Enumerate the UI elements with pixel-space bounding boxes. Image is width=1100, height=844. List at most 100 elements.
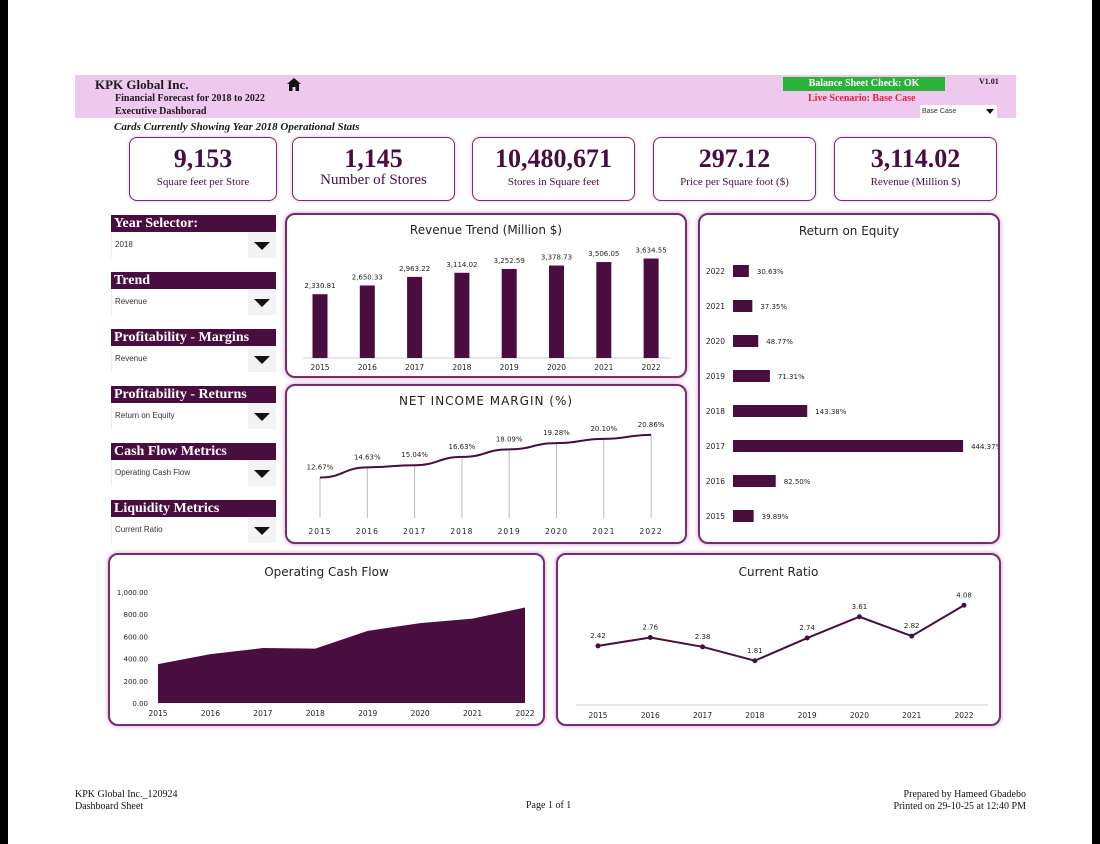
data-label: 3,252.59	[494, 257, 525, 265]
data-point	[856, 614, 862, 620]
returns-selector: Profitability - Returns Return on Equity	[111, 386, 276, 429]
x-tick-label: 2022	[640, 527, 663, 536]
bar	[733, 370, 770, 382]
cash-flow-dropdown[interactable]: Operating Cash Flow	[111, 460, 276, 486]
data-label: 143.38%	[815, 408, 846, 416]
data-label: 12.67%	[307, 464, 334, 472]
bar	[312, 294, 328, 358]
bar	[733, 475, 776, 487]
x-tick-label: 2016	[641, 711, 660, 720]
revenue-trend-chart: 2,330.81 2015 2,650.33 2016 2,963.22 2017 3,11…	[303, 247, 671, 372]
page-edge-left	[0, 0, 8, 844]
dropdown-value: Operating Cash Flow	[115, 468, 191, 477]
data-label: 14.63%	[354, 453, 381, 461]
dropdown-value: Revenue	[115, 297, 148, 306]
margins-selector: Profitability - Margins Revenue	[111, 329, 276, 372]
x-tick-label: 2015	[308, 527, 331, 536]
data-label: 2.42	[590, 632, 606, 640]
kpi-card-price-per-sqft: 297.12 Price per Square foot ($)	[653, 137, 816, 201]
y-tick-label: 200.00	[124, 678, 149, 686]
y-tick-label: 2015	[706, 512, 725, 521]
x-tick-label: 2015	[310, 363, 329, 372]
data-label: 48.77%	[766, 338, 793, 346]
chevron-down-icon[interactable]	[248, 289, 276, 315]
dropdown-value: 2018	[115, 240, 133, 249]
data-label: 18.09%	[496, 435, 523, 443]
operating-cash-flow-panel: Operating Cash Flow 1,000.00 800.00 600.00…	[108, 553, 545, 726]
return-on-equity-chart: 2022 30.63% 2021 37.35% 2020 48.77% 2019 71.31%…	[706, 265, 998, 522]
chevron-down-icon[interactable]	[248, 346, 276, 372]
y-tick-label: 0.00	[132, 700, 148, 708]
y-tick-label: 2019	[706, 372, 725, 381]
y-tick-label: 2021	[706, 302, 725, 311]
chart-title: NET INCOME MARGIN (%)	[398, 394, 574, 408]
dashboard-header: KPK Global Inc. Financial Forecast for 2…	[75, 75, 1016, 118]
selector-title: Cash Flow Metrics	[111, 443, 276, 460]
data-label: 3,114.02	[446, 261, 477, 269]
x-tick-label: 2018	[306, 709, 325, 718]
kpi-value: 3,114.02	[870, 144, 961, 173]
kpi-label: Price per Square foot ($)	[680, 176, 789, 188]
dropdown-value: Current Ratio	[115, 525, 163, 534]
bar	[407, 276, 423, 358]
scenario-select-value: Base Case	[922, 108, 957, 115]
liquidity-dropdown[interactable]: Current Ratio	[111, 517, 276, 543]
data-label: 16.63%	[449, 443, 476, 451]
x-tick-label: 2018	[745, 711, 764, 720]
y-tick-label: 2020	[706, 337, 725, 346]
chevron-down-icon[interactable]	[248, 403, 276, 429]
home-icon[interactable]	[287, 78, 301, 91]
y-tick-label: 800.00	[124, 611, 149, 619]
y-tick-label: 2016	[706, 477, 725, 486]
cards-note: Cards Currently Showing Year 2018 Operat…	[114, 121, 360, 133]
page-edge-right	[1092, 0, 1100, 844]
x-tick-label: 2016	[356, 527, 379, 536]
data-label: 2.38	[695, 633, 711, 641]
x-tick-label: 2021	[594, 363, 613, 372]
data-label: 2,650.33	[352, 273, 383, 281]
data-label: 2.76	[642, 624, 658, 632]
x-tick-label: 2021	[463, 709, 482, 718]
footer-page-number: Page 1 of 1	[526, 800, 572, 811]
revenue-trend-panel: Revenue Trend (Million $) 2,330.81 2015 2,…	[285, 213, 687, 378]
data-label: 2,963.22	[399, 265, 430, 273]
y-tick-label: 2022	[706, 267, 725, 276]
data-label: 4.08	[956, 591, 972, 599]
kpi-card-revenue: 3,114.02 Revenue (Million $)	[834, 137, 997, 201]
chevron-down-icon[interactable]	[248, 460, 276, 486]
x-tick-label: 2019	[798, 711, 817, 720]
data-label: 3,506.05	[588, 250, 619, 258]
margins-dropdown[interactable]: Revenue	[111, 346, 276, 372]
chevron-down-icon[interactable]	[248, 232, 276, 258]
bar	[733, 510, 754, 522]
x-tick-label: 2016	[201, 709, 220, 718]
bar	[549, 265, 564, 358]
dashboard-subtitle: Executive Dashborad	[115, 106, 207, 117]
year-dropdown[interactable]: 2018	[111, 232, 276, 258]
data-label: 1.81	[747, 647, 763, 655]
chart-title: Revenue Trend (Million $)	[409, 223, 563, 237]
data-label: 30.63%	[757, 268, 784, 276]
returns-dropdown[interactable]: Return on Equity	[111, 403, 276, 429]
scenario-select[interactable]: Base Case	[920, 105, 997, 118]
return-on-equity-panel: Return on Equity 2022 30.63% 2021 37.35% 202…	[698, 213, 1000, 544]
kpi-card-number-of-stores: 1,145 Number of Stores	[292, 137, 455, 201]
x-tick-label: 2020	[850, 711, 869, 720]
trend-selector: Trend Revenue	[111, 272, 276, 315]
x-tick-label: 2021	[592, 527, 615, 536]
data-label: 2,330.81	[304, 282, 335, 290]
net-income-margin-panel: NET INCOME MARGIN (%) 12.67% 2015 14.63% 20…	[285, 384, 687, 544]
data-point	[752, 658, 758, 664]
area-series	[158, 607, 525, 703]
data-point	[804, 635, 810, 641]
kpi-label: Stores in Square feet	[507, 176, 600, 188]
selector-title: Year Selector:	[111, 215, 276, 232]
chevron-down-icon[interactable]	[248, 517, 276, 543]
trend-dropdown[interactable]: Revenue	[111, 289, 276, 315]
selector-title: Profitability - Margins	[111, 329, 276, 346]
dropdown-value: Revenue	[115, 354, 148, 363]
selector-title: Liquidity Metrics	[111, 500, 276, 517]
y-tick-label: 400.00	[124, 656, 149, 664]
forecast-subtitle: Financial Forecast for 2018 to 2022	[115, 93, 265, 104]
data-label: 20.10%	[590, 425, 617, 433]
